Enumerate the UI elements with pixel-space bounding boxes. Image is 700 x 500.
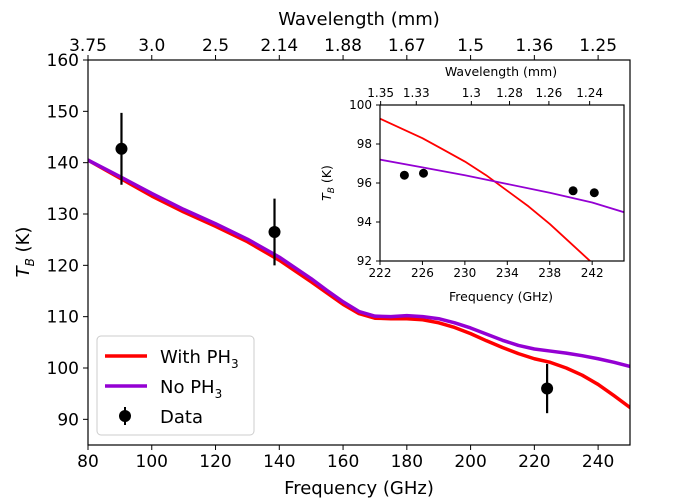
- inset-top-tick-label: 1.24: [576, 86, 603, 100]
- main-top-tick-label: 1.88: [324, 36, 362, 56]
- main-top-tick-label: 2.14: [260, 36, 298, 56]
- inset-x-tick-label: 230: [453, 266, 476, 280]
- main-x-tick-label: 120: [199, 452, 231, 472]
- main-y-tick-label: 140: [47, 154, 79, 174]
- main-plot-frame: [87, 59, 631, 446]
- main-series-line-with-ph3: [88, 158, 630, 410]
- inset-x-tick-label: 238: [538, 266, 561, 280]
- legend-marker-icon: [119, 410, 131, 422]
- inset-series-group: [380, 117, 624, 261]
- main-data-points: [115, 112, 554, 414]
- main-y-axis-label: TB (K): [13, 227, 37, 278]
- inset-top-tick-label: 1.35: [367, 86, 394, 100]
- main-y-tick-label: 90: [57, 410, 79, 430]
- main-y-tick-label: 110: [47, 308, 79, 328]
- main-top-tick-label: 1.36: [515, 36, 553, 56]
- inset-y-tick-label: 94: [357, 215, 372, 229]
- inset-x-tick-label: 242: [581, 266, 604, 280]
- inset-series-line-no-ph3: [380, 158, 624, 214]
- inset-x-ticks: 222 226 230 234 238 242: [369, 261, 604, 280]
- main-x-tick-label: 240: [582, 452, 614, 472]
- inset-y-tick-label: 92: [357, 254, 372, 268]
- inset-series-line-with-ph3: [380, 117, 592, 261]
- inset-top-tick-label: 1.28: [496, 86, 523, 100]
- main-y-ticks: 90 100 110 120 130 140 150 160: [47, 51, 88, 430]
- legend-label-data: Data: [160, 407, 203, 428]
- main-chart: 80 100 120 140 160 180 200 220 240 90 100 110 120 13…: [13, 9, 631, 499]
- main-top-tick-label: 1.67: [388, 36, 426, 56]
- legend-label-no-ph3: No PH3: [160, 377, 222, 401]
- inset-y-tick-label: 100: [349, 98, 372, 112]
- inset-data-points: [399, 168, 599, 198]
- main-data-point: [115, 142, 128, 155]
- main-top-tick-label: 3.0: [138, 36, 165, 56]
- inset-top-axis-label: Wavelength (mm): [445, 64, 557, 79]
- legend-entry-with-ph3: With PH3: [105, 347, 239, 371]
- inset-data-point: [418, 168, 428, 178]
- main-series-group: [88, 158, 630, 410]
- main-data-point: [541, 382, 554, 395]
- main-top-tick-label: 1.25: [579, 36, 617, 56]
- inset-x-tick-label: 234: [496, 266, 519, 280]
- inset-x-tick-label: 222: [369, 266, 392, 280]
- main-x-axis-label: Frequency (GHz): [284, 478, 434, 499]
- inset-y-tick-label: 96: [357, 176, 372, 190]
- inset-data-point: [568, 186, 578, 196]
- inset-y-axis-label: TB (K): [319, 165, 337, 201]
- main-y-tick-label: 160: [47, 51, 79, 71]
- legend-box: [96, 335, 255, 436]
- legend-entry-data: Data: [119, 407, 203, 428]
- inset-y-ticks: 92 94 96 98 100: [349, 98, 380, 268]
- main-x-tick-label: 200: [454, 452, 486, 472]
- main-x-tick-label: 160: [327, 452, 359, 472]
- inset-x-tick-label: 226: [411, 266, 434, 280]
- inset-top-tick-label: 1.26: [536, 86, 563, 100]
- main-top-tick-label: 3.75: [69, 36, 107, 56]
- main-top-axis-label: Wavelength (mm): [278, 9, 440, 30]
- legend-label-with-ph3: With PH3: [160, 347, 239, 371]
- main-x-ticks: 80 100 120 140 160 180 200 220 240: [77, 445, 614, 472]
- main-y-tick-label: 150: [47, 102, 79, 122]
- main-top-tick-label: 2.5: [202, 36, 229, 56]
- main-x-tick-label: 220: [518, 452, 550, 472]
- inset-x-axis-label: Frequency (GHz): [449, 289, 553, 304]
- legend-entry-no-ph3: No PH3: [105, 377, 222, 401]
- main-y-tick-label: 120: [47, 256, 79, 276]
- main-x-tick-label: 80: [77, 452, 99, 472]
- inset-top-tick-label: 1.33: [403, 86, 430, 100]
- main-data-point: [268, 225, 281, 238]
- main-x-tick-label: 140: [263, 452, 295, 472]
- main-top-tick-label: 1.5: [457, 36, 484, 56]
- main-y-tick-label: 130: [47, 205, 79, 225]
- main-y-tick-label: 100: [47, 359, 79, 379]
- legend: With PH3 No PH3 Data: [96, 335, 255, 436]
- main-x-tick-label: 100: [136, 452, 168, 472]
- main-top-ticks: 3.75 3.0 2.5 2.14 1.88 1.67 1.5 1.36 1.25: [69, 36, 617, 60]
- inset-data-point: [399, 170, 409, 180]
- inset-y-tick-label: 98: [357, 137, 372, 151]
- main-x-tick-label: 180: [391, 452, 423, 472]
- inset-top-tick-label: 1.3: [462, 86, 481, 100]
- main-series-line-no-ph3: [88, 158, 630, 369]
- inset-top-ticks: 1.35 1.33 1.3 1.28 1.26 1.24: [367, 86, 603, 105]
- inset-data-point: [589, 188, 599, 198]
